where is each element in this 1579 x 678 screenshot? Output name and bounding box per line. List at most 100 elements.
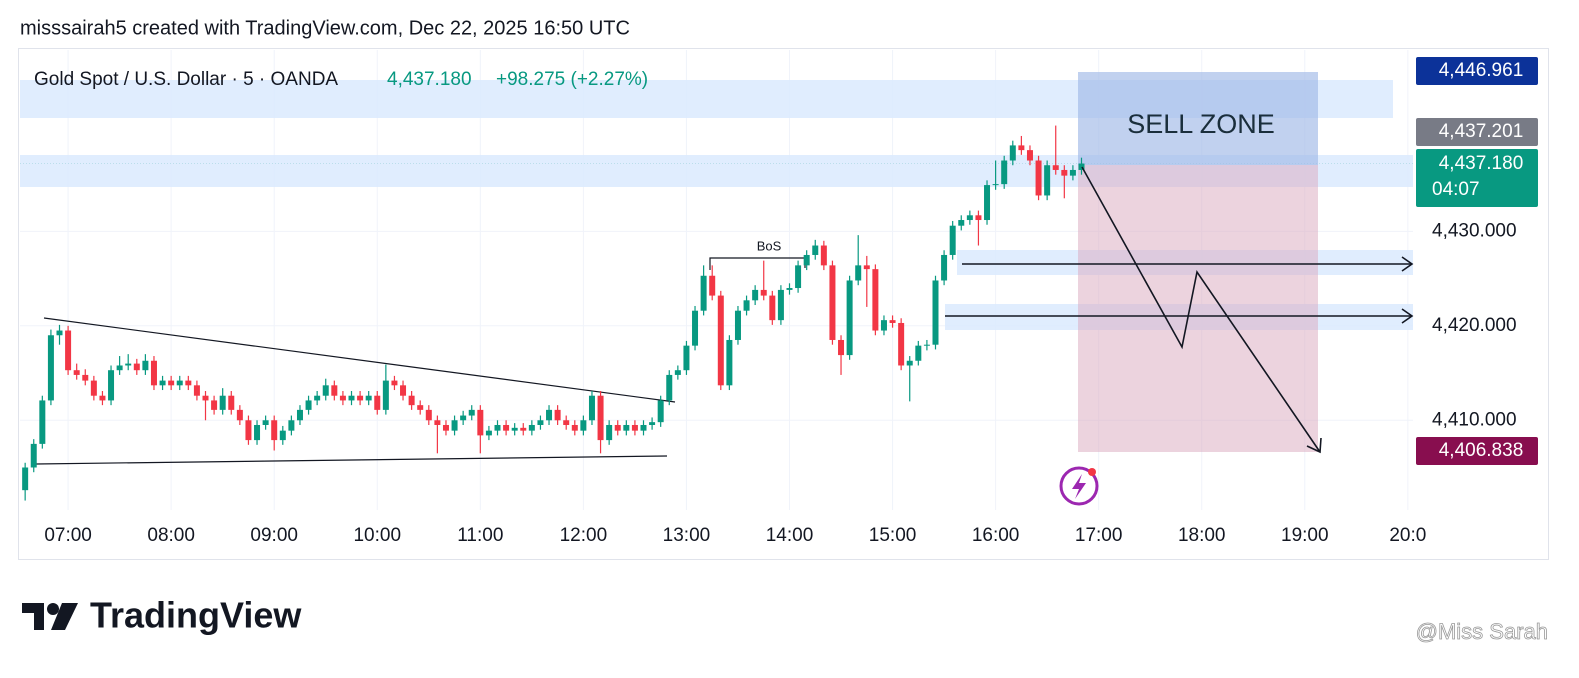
candle-body [898, 322, 905, 366]
x-tick-label: 14:00 [766, 525, 814, 546]
candle-body [279, 430, 286, 441]
candle-body [769, 295, 776, 321]
axes: 07:00 08:00 09:00 10:00 11:00 12:00 13:00 14:00… [44, 220, 1516, 546]
chart-frame [18, 48, 1549, 560]
candle-body [262, 420, 269, 425]
x-tick-label: 16:00 [972, 525, 1020, 546]
candle-body [1009, 145, 1016, 161]
candle-body [734, 310, 741, 340]
target-box [1078, 165, 1318, 452]
candle-body [434, 420, 441, 425]
candle-body [563, 420, 570, 425]
candle-body [580, 420, 587, 431]
candle-body [906, 360, 913, 366]
candle-body [666, 374, 673, 401]
candle-body [649, 422, 656, 425]
arrow-head [1401, 256, 1414, 272]
candle-body [631, 424, 638, 431]
candle-body [777, 289, 784, 321]
candle-body [941, 254, 948, 281]
x-tick-label: 17:00 [1075, 525, 1123, 546]
price-label: 4,446.961 [1439, 60, 1524, 81]
x-tick-label: 12:00 [560, 525, 608, 546]
candle-body [1061, 169, 1068, 176]
candle-body [348, 395, 355, 401]
candle-body [288, 420, 295, 431]
candle-body [812, 245, 819, 255]
candle-body [168, 380, 175, 386]
candle-body [820, 245, 827, 266]
candle-body [846, 280, 853, 356]
candle-body [400, 385, 407, 396]
candle-body [176, 380, 183, 386]
candle-body [863, 265, 870, 270]
candle-body [314, 395, 321, 401]
candle-body [795, 265, 802, 289]
bos-line [709, 257, 806, 270]
candle-body [752, 289, 759, 301]
candle-body [236, 409, 243, 421]
candle-body [357, 395, 364, 401]
candle-body [47, 335, 54, 401]
candle-body [571, 424, 578, 431]
candle-body [468, 409, 475, 416]
candle-body [1001, 160, 1008, 185]
x-tick-label: 18:00 [1178, 525, 1226, 546]
candle-body [108, 370, 115, 401]
candle-body [442, 424, 449, 431]
x-tick-label: 11:00 [457, 525, 503, 546]
candle-body [417, 405, 424, 410]
candle-body [588, 395, 595, 421]
candle-body [73, 370, 80, 375]
candle-body [546, 409, 553, 421]
arrow-head [1306, 437, 1322, 454]
candle-body [477, 409, 484, 436]
x-tick-label: 20:0 [1389, 525, 1426, 546]
candle-body [503, 424, 510, 431]
candle-body [1078, 163, 1085, 170]
candle-body [82, 374, 89, 381]
candle-body [743, 300, 750, 311]
candle-body [1026, 150, 1033, 161]
candle-body [966, 215, 973, 221]
candles [22, 125, 1085, 501]
sell-zone-box [1078, 72, 1318, 165]
candle-body [485, 430, 492, 436]
bos-label: BoS [757, 238, 782, 253]
candle-body [296, 409, 303, 421]
candle-body [331, 385, 338, 396]
candle-body [254, 424, 261, 441]
brand-logo [22, 603, 78, 630]
candle-body [451, 420, 458, 431]
candle-body [838, 339, 845, 356]
price-label-bg [1416, 437, 1538, 465]
candle-body [408, 395, 415, 406]
candle-body [674, 370, 681, 375]
candle-body [56, 330, 63, 336]
price-labels: 4,446.961 4,437.201 4,437.180 04:07 4,40… [1416, 57, 1538, 465]
candle-body [915, 345, 922, 361]
event-dot [1088, 468, 1096, 476]
candle-body [150, 360, 157, 386]
candle-body [597, 395, 604, 441]
brand-name: TradingView [90, 595, 302, 636]
price-label-bg [1416, 118, 1538, 146]
legend-price: 4,437.180 [387, 69, 472, 90]
candle-body [1035, 160, 1042, 196]
candle-body [889, 320, 896, 323]
candle-body [855, 265, 862, 281]
event-icon[interactable] [1059, 466, 1099, 506]
candle-body [425, 409, 432, 421]
legend-symbol: Gold Spot / U.S. Dollar · 5 · OANDA [34, 69, 338, 90]
sell-zone-label: SELL ZONE [1127, 109, 1275, 139]
candle-body [391, 380, 398, 386]
price-label-bg [1416, 149, 1538, 207]
candle-body [984, 185, 991, 221]
candle-body [494, 424, 501, 431]
candle-body [22, 467, 29, 491]
candle-body [382, 380, 389, 410]
candle-body [142, 360, 149, 371]
candle-body [305, 400, 312, 410]
x-tick-label: 09:00 [250, 525, 298, 546]
